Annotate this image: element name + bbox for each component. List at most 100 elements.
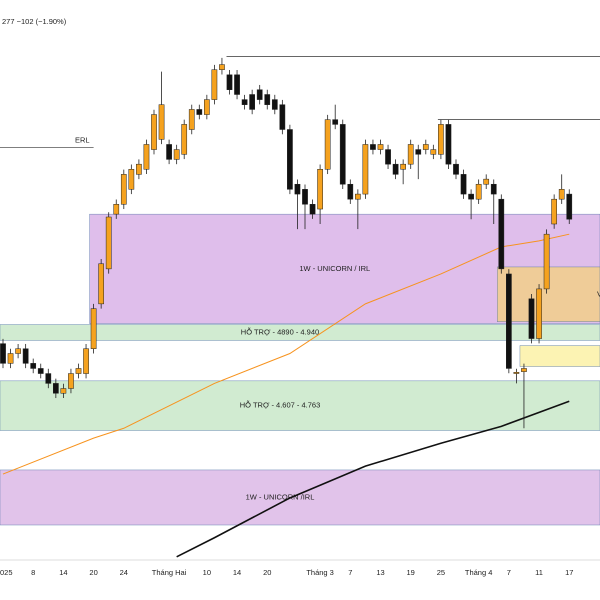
candle-body (332, 119, 339, 125)
candle-body (558, 189, 565, 200)
candle-body (468, 193, 474, 200)
candle-body (173, 149, 180, 160)
candle-body (128, 169, 135, 190)
candle-body (287, 129, 293, 190)
candle-body (22, 348, 29, 364)
candle-body (256, 89, 263, 100)
candle-body (385, 149, 391, 165)
x-tick-label: 20 (89, 568, 97, 577)
x-tick-label: 14 (59, 568, 67, 577)
x-tick-label: 24 (120, 568, 128, 577)
candle-body (400, 163, 406, 170)
candle-body (430, 149, 437, 155)
candle-body (551, 198, 557, 225)
candle-body (271, 99, 278, 110)
candle-body (377, 144, 384, 150)
x-tick-label: 7 (348, 568, 352, 577)
candle-body (415, 149, 422, 155)
zone-label: 1W - UNICORN / IRL (299, 264, 370, 273)
candle-body (90, 308, 97, 349)
candle-body (45, 373, 52, 384)
candle-body (83, 348, 89, 374)
candle-body (566, 193, 573, 220)
candle-body (0, 343, 6, 364)
candle-body (241, 99, 248, 105)
candle-body (30, 363, 37, 369)
candle-body (166, 144, 172, 160)
candle-body (483, 178, 490, 185)
x-tick-label: 7 (507, 568, 511, 577)
candle-body (490, 183, 497, 195)
candle-body (445, 124, 452, 165)
candle-body (392, 163, 399, 175)
x-tick-label: 25 (437, 568, 445, 577)
candle-body (105, 216, 112, 270)
candle-body (317, 169, 323, 210)
candle-body (249, 94, 256, 110)
candle-body (521, 368, 527, 372)
candle-body (211, 69, 218, 100)
candle-body (181, 124, 188, 155)
candle-body (37, 368, 44, 374)
candle-body (438, 124, 444, 155)
candle-body (234, 74, 240, 95)
zone (0, 469, 600, 526)
candle-body (113, 204, 120, 215)
x-tick-label: 19 (407, 568, 415, 577)
zone (519, 345, 600, 367)
candle-body (506, 273, 512, 369)
x-tick-label: 17 (565, 568, 573, 577)
candle-body (324, 119, 331, 170)
candle-body (475, 183, 482, 200)
candle-body (68, 373, 74, 389)
candle-body (226, 74, 233, 90)
x-tick-label: Tháng 3 (306, 568, 334, 577)
candle-body (204, 99, 210, 115)
candle-body (302, 189, 308, 205)
candle-body (120, 174, 127, 205)
candle-body (98, 263, 105, 305)
candle-body (355, 193, 361, 200)
x-tick-label: 14 (233, 568, 241, 577)
candle-body (196, 109, 203, 115)
zone-label: HỖ TRỢ - 4.607 - 4.763 (240, 401, 321, 410)
candle-body (264, 94, 271, 105)
x-tick-label: 025 (0, 568, 13, 577)
zone-label: HỖ TRỢ - 4890 - 4.940 (241, 327, 319, 336)
zone (0, 324, 600, 341)
candle-body (53, 383, 59, 394)
candle-body (339, 124, 346, 185)
candle-body (75, 368, 82, 374)
candle-body (309, 204, 316, 215)
candle-body (347, 183, 354, 200)
candle-body (7, 353, 14, 364)
candle-body (528, 298, 535, 339)
candle-body (513, 372, 520, 374)
x-tick-label: 8 (31, 568, 35, 577)
candle-body (143, 144, 150, 170)
moving-average (2, 233, 570, 475)
candle-body (279, 104, 286, 130)
candle-body (453, 163, 459, 175)
x-tick-label: Tháng 4 (465, 568, 493, 577)
candle-body (60, 388, 67, 394)
candle-body (543, 233, 550, 290)
x-tick-label: Tháng Hai (152, 568, 187, 577)
candle-body (498, 198, 505, 270)
zone (0, 380, 600, 431)
candle-body (158, 104, 165, 140)
zone-label: 1W - UNICORN /IRL (246, 492, 315, 501)
candle-body (362, 144, 369, 195)
candle-body (136, 163, 142, 175)
x-tick-label: 20 (263, 568, 271, 577)
candle-body (15, 348, 21, 354)
level-label: ERL (75, 135, 90, 144)
axis-band (0, 560, 600, 600)
candle-body (536, 288, 542, 339)
candle-body (219, 64, 225, 70)
x-tick-label: 11 (535, 568, 543, 577)
candle-body (460, 174, 467, 195)
x-tick-label: 10 (203, 568, 211, 577)
zone-label: V (597, 289, 600, 298)
